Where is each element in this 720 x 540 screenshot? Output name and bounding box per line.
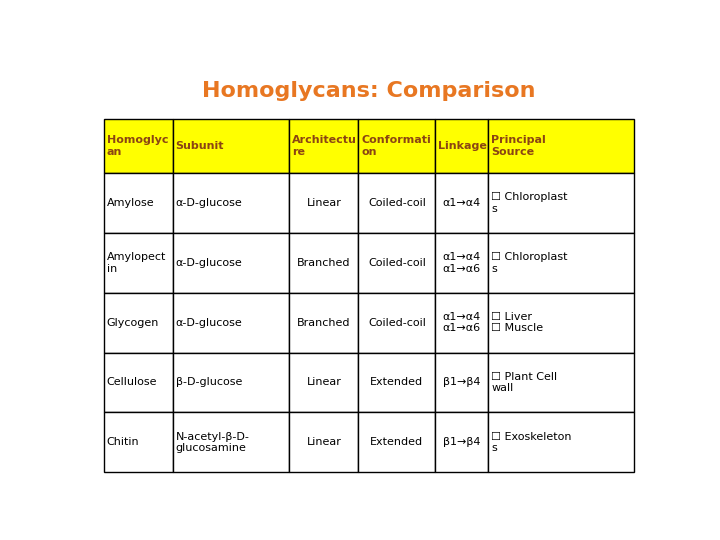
Bar [289,233,359,293]
Bar [359,119,436,173]
Text: Architectu
re: Architectu re [292,135,357,157]
Text: Linear: Linear [307,437,341,447]
Bar [289,119,359,173]
Bar [436,233,488,293]
Text: α1→α4: α1→α4 [443,198,481,208]
Bar [359,173,436,233]
Text: Extended: Extended [370,377,423,388]
Text: Cellulose: Cellulose [107,377,157,388]
Bar [104,119,173,173]
Text: α1→α4
α1→α6: α1→α4 α1→α6 [443,312,481,333]
Bar [173,173,289,233]
Text: Coiled-coil: Coiled-coil [368,198,426,208]
Bar [488,353,634,413]
Bar [436,293,488,353]
Text: Coiled-coil: Coiled-coil [368,258,426,268]
Text: Linkage: Linkage [438,141,487,151]
Text: α-D-glucose: α-D-glucose [176,318,243,328]
Text: Linear: Linear [307,377,341,388]
Text: ☐ Liver
☐ Muscle: ☐ Liver ☐ Muscle [491,312,543,333]
Bar [173,119,289,173]
Text: Glycogen: Glycogen [107,318,159,328]
Text: Amylose: Amylose [107,198,154,208]
Bar [436,413,488,472]
Bar [104,293,173,353]
Bar [173,293,289,353]
Bar [289,353,359,413]
Text: ☐ Exoskeleton
s: ☐ Exoskeleton s [491,431,572,453]
Bar [289,173,359,233]
Bar [173,233,289,293]
Bar [104,233,173,293]
Bar [436,119,488,173]
Text: ☐ Chloroplast
s: ☐ Chloroplast s [491,252,567,274]
Text: Linear: Linear [307,198,341,208]
Text: Homoglycans: Comparison: Homoglycans: Comparison [202,82,536,102]
Bar [436,173,488,233]
Text: Chitin: Chitin [107,437,140,447]
Text: β1→β4: β1→β4 [443,377,480,388]
Text: ☐ Plant Cell
wall: ☐ Plant Cell wall [491,372,557,393]
Bar [359,293,436,353]
Bar [104,413,173,472]
Text: Conformati
on: Conformati on [361,135,431,157]
Text: Amylopect
in: Amylopect in [107,252,166,274]
Bar [173,413,289,472]
Text: N-acetyl-β-D-
glucosamine: N-acetyl-β-D- glucosamine [176,431,250,453]
Bar [488,413,634,472]
Bar [488,173,634,233]
Bar [488,119,634,173]
Bar [436,353,488,413]
Bar [289,293,359,353]
Bar [289,413,359,472]
Bar [173,353,289,413]
Bar [359,233,436,293]
Text: Extended: Extended [370,437,423,447]
Text: α1→α4
α1→α6: α1→α4 α1→α6 [443,252,481,274]
Bar [359,413,436,472]
Bar [488,233,634,293]
Text: ☐ Chloroplast
s: ☐ Chloroplast s [491,192,567,214]
Text: Subunit: Subunit [176,141,224,151]
Text: Coiled-coil: Coiled-coil [368,318,426,328]
Bar [359,353,436,413]
Bar [104,173,173,233]
Bar [488,293,634,353]
Bar [104,353,173,413]
Text: Branched: Branched [297,258,351,268]
Text: Principal
Source: Principal Source [491,135,546,157]
Text: α-D-glucose: α-D-glucose [176,258,243,268]
Text: β-D-glucose: β-D-glucose [176,377,242,388]
Text: α-D-glucose: α-D-glucose [176,198,243,208]
Text: Homoglyc
an: Homoglyc an [107,135,168,157]
Text: Branched: Branched [297,318,351,328]
Text: β1→β4: β1→β4 [443,437,480,447]
